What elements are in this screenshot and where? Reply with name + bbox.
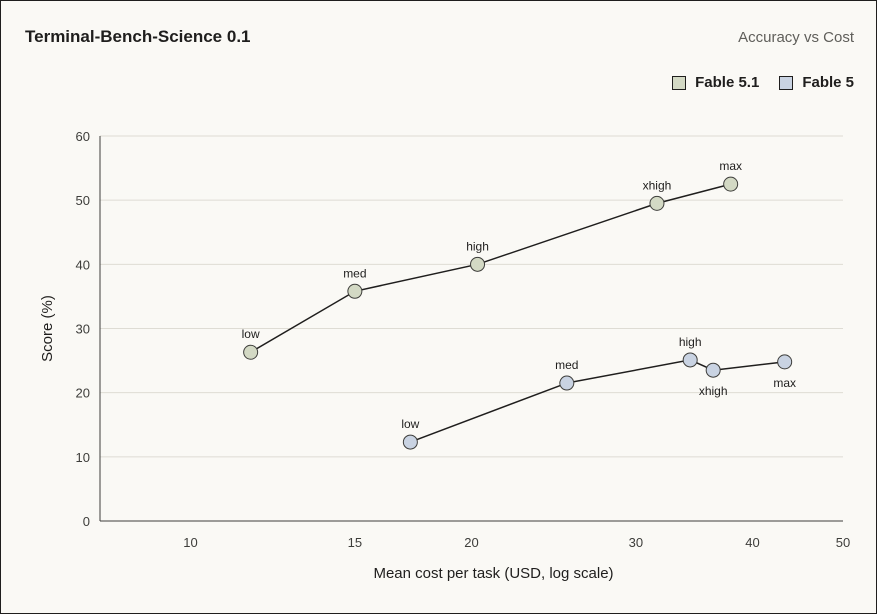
data-point-series-1-max [777, 354, 793, 370]
series-line-1 [410, 359, 785, 443]
data-label-series-1-high: high [679, 335, 702, 349]
x-tick-label-40: 40 [745, 535, 759, 550]
chart-subtitle: Accuracy vs Cost [738, 29, 854, 46]
legend-label-series-1: Fable 5 [802, 74, 854, 91]
data-point-series-0-xhigh [649, 195, 665, 211]
data-point-series-0-max [723, 176, 739, 192]
data-label-series-1-max: max [773, 376, 796, 390]
data-label-series-1-med: med [555, 358, 578, 372]
legend: Fable 5.1 Fable 5 [672, 74, 854, 91]
data-label-series-0-low: low [242, 327, 260, 341]
data-point-series-1-med [559, 375, 575, 391]
data-label-series-0-xhigh: xhigh [643, 178, 672, 192]
y-tick-label-30: 30 [76, 322, 90, 337]
data-point-series-1-low [402, 434, 418, 450]
data-label-series-0-high: high [466, 239, 489, 253]
x-tick-label-15: 15 [348, 535, 362, 550]
y-tick-label-50: 50 [76, 193, 90, 208]
y-tick-label-0: 0 [83, 514, 90, 529]
data-label-series-0-med: med [343, 266, 366, 280]
y-tick-label-60: 60 [76, 129, 90, 144]
legend-label-series-0: Fable 5.1 [695, 74, 760, 91]
data-label-series-1-low: low [401, 417, 419, 431]
data-point-series-0-med [347, 283, 363, 299]
data-point-series-0-high [470, 256, 486, 272]
data-point-series-1-high [682, 352, 698, 368]
y-tick-label-20: 20 [76, 386, 90, 401]
legend-swatch-series-1 [779, 75, 794, 90]
x-tick-label-30: 30 [629, 535, 643, 550]
legend-swatch-series-0 [672, 75, 687, 90]
data-point-series-0-low [243, 344, 259, 360]
data-label-series-0-max: max [719, 159, 742, 173]
chart-title: Terminal-Bench-Science 0.1 [25, 27, 251, 46]
x-tick-label-20: 20 [464, 535, 478, 550]
y-tick-label-10: 10 [76, 450, 90, 465]
x-axis-title: Mean cost per task (USD, log scale) [373, 565, 613, 582]
legend-item-series-0: Fable 5.1 [672, 74, 759, 91]
data-point-series-1-xhigh [705, 362, 721, 378]
y-axis-title: Score (%) [39, 295, 56, 362]
legend-item-series-1: Fable 5 [779, 74, 854, 91]
x-tick-label-10: 10 [183, 535, 197, 550]
y-tick-label-40: 40 [76, 257, 90, 272]
x-tick-label-50: 50 [836, 535, 850, 550]
data-label-series-1-xhigh: xhigh [699, 384, 728, 398]
